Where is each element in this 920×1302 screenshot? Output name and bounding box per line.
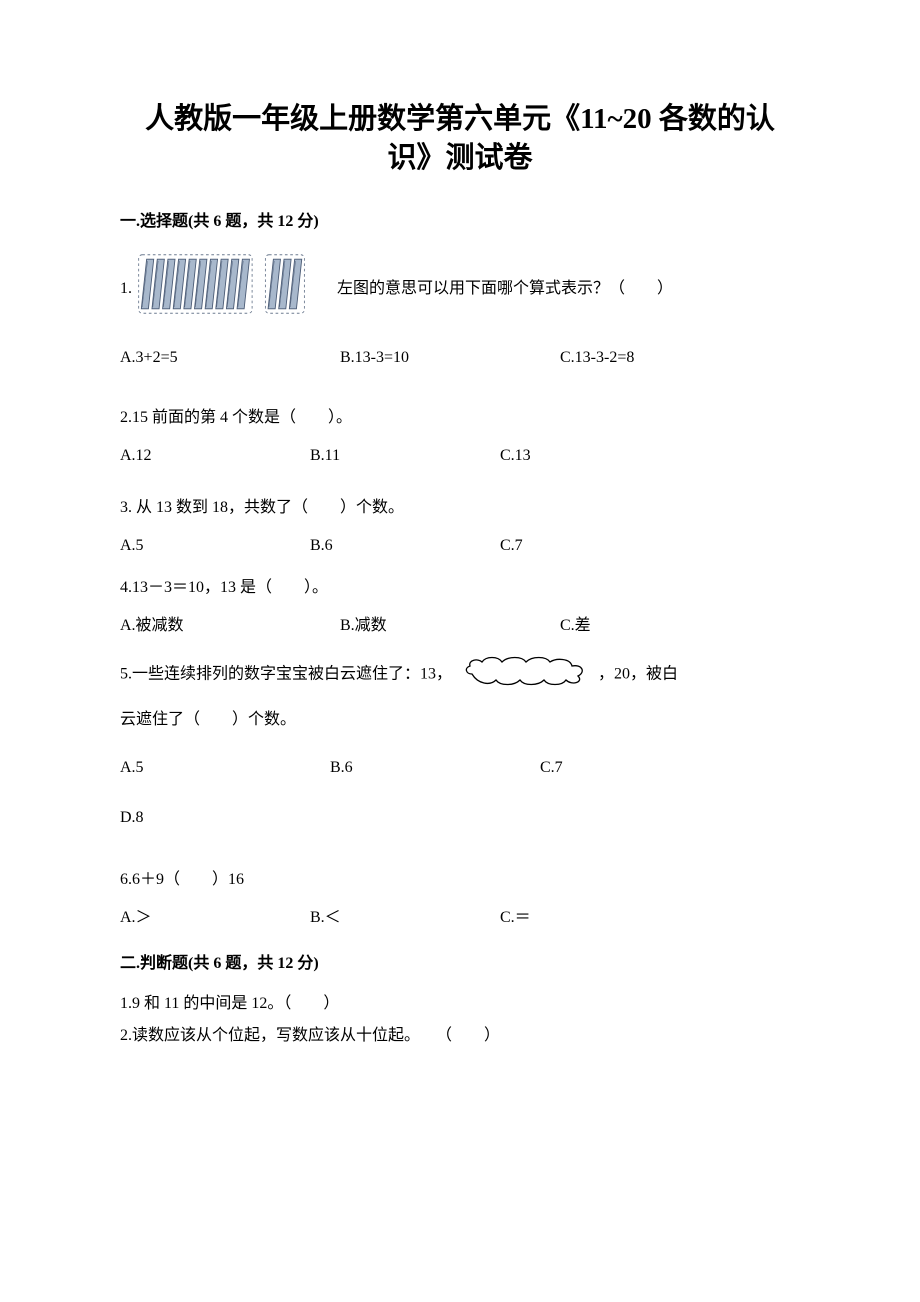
question-1-number: 1. <box>120 275 132 303</box>
q4-option-c: C.差 <box>560 612 591 640</box>
question-3: 3. 从 13 数到 18，共数了（ ）个数。 <box>120 494 800 522</box>
q1-option-c: C.13-3-2=8 <box>560 344 634 372</box>
question-2-options: A.12 B.11 C.13 <box>120 442 800 470</box>
question-6-options: A.＞ B.＜ C.＝ <box>120 904 800 932</box>
section-1-heading: 一.选择题(共 6 题，共 12 分) <box>120 208 800 236</box>
question-1-options: A.3+2=5 B.13-3=10 C.13-3-2=8 <box>120 344 800 372</box>
q6-option-a: A.＞ <box>120 904 310 932</box>
q3-option-c: C.7 <box>500 532 523 560</box>
question-1-text: 左图的意思可以用下面哪个算式表示？（ ） <box>337 275 673 303</box>
section-2-heading: 二.判断题(共 6 题，共 12 分) <box>120 950 800 978</box>
question-5-line2: 云遮住了（ ）个数。 <box>120 706 800 734</box>
cloud-icon <box>460 654 590 696</box>
q5-option-d: D.8 <box>120 804 800 832</box>
q5-option-a: A.5 <box>120 754 330 782</box>
q2-option-c: C.13 <box>500 442 531 470</box>
question-3-options: A.5 B.6 C.7 <box>120 532 800 560</box>
question-6: 6.6＋9（ ）16 <box>120 866 800 894</box>
page: 人教版一年级上册数学第六单元《11~20 各数的认 识》测试卷 一.选择题(共 … <box>0 0 920 1114</box>
q5-option-c: C.7 <box>540 754 563 782</box>
question-5-line1: 5.一些连续排列的数字宝宝被白云遮住了：13， ，20，被白 <box>120 654 800 696</box>
q6-option-c: C.＝ <box>500 904 531 932</box>
q3-option-a: A.5 <box>120 532 310 560</box>
question-4: 4.13－3＝10，13 是（ ）。 <box>120 574 800 602</box>
judgement-1: 1.9 和 11 的中间是 12。（ ） <box>120 990 800 1018</box>
question-4-options: A.被减数 B.减数 C.差 <box>120 612 800 640</box>
question-5-post: ，20，被白 <box>598 666 678 683</box>
judgement-2: 2.读数应该从个位起，写数应该从十位起。 （ ） <box>120 1022 800 1050</box>
title-line-1: 人教版一年级上册数学第六单元《11~20 各数的认 <box>145 103 775 135</box>
question-2: 2.15 前面的第 4 个数是（ ）。 <box>120 404 800 432</box>
sticks-image <box>136 248 331 330</box>
question-5-pre: 5.一些连续排列的数字宝宝被白云遮住了：13， <box>120 666 452 683</box>
q5-option-b: B.6 <box>330 754 540 782</box>
q2-option-a: A.12 <box>120 442 310 470</box>
question-1: 1. 左图的意思可以用下面哪个算式表示？（ ） <box>120 248 800 330</box>
q4-option-a: A.被减数 <box>120 612 340 640</box>
document-title: 人教版一年级上册数学第六单元《11~20 各数的认 识》测试卷 <box>120 100 800 178</box>
q6-option-b: B.＜ <box>310 904 500 932</box>
q2-option-b: B.11 <box>310 442 500 470</box>
title-line-2: 识》测试卷 <box>387 142 532 174</box>
judgement-block: 1.9 和 11 的中间是 12。（ ） 2.读数应该从个位起，写数应该从十位起… <box>120 990 800 1050</box>
q4-option-b: B.减数 <box>340 612 560 640</box>
q1-option-b: B.13-3=10 <box>340 344 560 372</box>
question-5-options-abc: A.5 B.6 C.7 <box>120 754 800 782</box>
q1-option-a: A.3+2=5 <box>120 344 340 372</box>
q3-option-b: B.6 <box>310 532 500 560</box>
